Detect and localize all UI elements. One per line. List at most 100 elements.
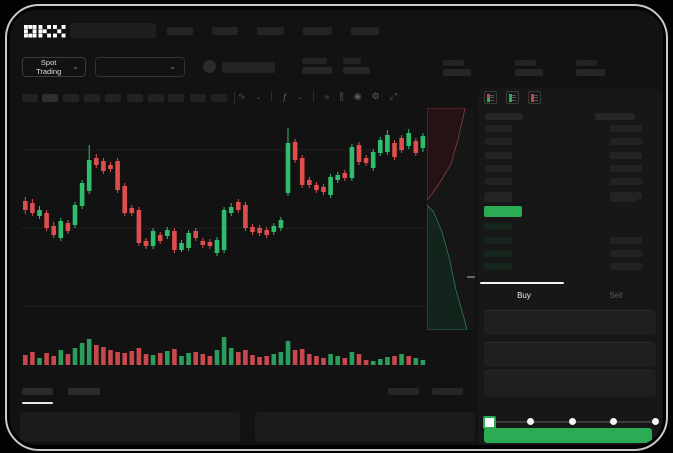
icon-part bbox=[487, 94, 490, 98]
ask-amount-placeholder bbox=[610, 152, 642, 159]
depth-chart-panel bbox=[427, 108, 475, 330]
chevron-down-icon: ⌄ bbox=[72, 62, 79, 71]
timeframe-button[interactable] bbox=[127, 94, 143, 102]
timeframe-button[interactable] bbox=[63, 94, 79, 102]
toolbar-divider bbox=[234, 92, 235, 104]
nav-item-placeholder[interactable] bbox=[351, 27, 379, 35]
tab-buy-label: Buy bbox=[517, 290, 531, 300]
timeframe-button[interactable] bbox=[22, 94, 38, 102]
camera-icon[interactable]: ◉ bbox=[353, 91, 362, 101]
timeframe-button[interactable] bbox=[42, 94, 58, 102]
nav-item-placeholder[interactable] bbox=[303, 27, 332, 35]
order-input-placeholder[interactable] bbox=[484, 342, 656, 367]
ticker-stat-value-placeholder bbox=[515, 69, 543, 76]
bid-amount-placeholder bbox=[610, 237, 642, 244]
tab-sell[interactable]: Sell bbox=[570, 282, 662, 308]
slider-stop[interactable] bbox=[568, 418, 576, 425]
ask-amount-placeholder bbox=[610, 178, 642, 185]
bid-amount-placeholder bbox=[610, 250, 642, 257]
volume-bars bbox=[23, 337, 426, 365]
icon-part bbox=[531, 98, 534, 102]
chevron-down-icon[interactable]: ⌄ bbox=[297, 93, 304, 101]
bottom-panel-block[interactable] bbox=[255, 412, 475, 442]
slider-stop[interactable] bbox=[610, 418, 617, 425]
okx-logo bbox=[24, 25, 66, 38]
icon-part bbox=[509, 94, 512, 98]
timeframe-button[interactable] bbox=[105, 94, 121, 102]
timeframe-button[interactable] bbox=[211, 94, 227, 102]
depth-chart bbox=[427, 108, 475, 330]
icon-part bbox=[512, 94, 516, 103]
ticker-stat-value-placeholder bbox=[576, 69, 605, 76]
settings-icon[interactable]: ⚙ bbox=[371, 91, 380, 101]
search-bar[interactable] bbox=[70, 23, 156, 38]
tab-sell-label: Sell bbox=[609, 290, 623, 300]
ask-amount-placeholder bbox=[610, 138, 642, 145]
compare-icon[interactable]: ≈ bbox=[324, 91, 330, 102]
candlestick-chart[interactable] bbox=[20, 108, 427, 332]
orderbook-col-header-amount bbox=[595, 113, 635, 120]
ask-price-placeholder[interactable] bbox=[485, 138, 512, 145]
buy-submit-button[interactable] bbox=[484, 428, 652, 443]
bottom-right-placeholder[interactable] bbox=[388, 388, 419, 395]
divider bbox=[313, 91, 315, 102]
ask-price-placeholder[interactable] bbox=[485, 125, 512, 132]
icon-part bbox=[531, 94, 534, 98]
ticker-stat-label-placeholder bbox=[515, 60, 536, 66]
ticker-stat-label-placeholder bbox=[576, 60, 597, 66]
nav-item-placeholder[interactable] bbox=[212, 27, 238, 35]
ask-price-placeholder[interactable] bbox=[485, 178, 512, 185]
icon-part bbox=[490, 94, 494, 103]
nav-item-placeholder[interactable] bbox=[167, 27, 193, 35]
slider-stop[interactable] bbox=[651, 418, 659, 425]
bottom-tab-placeholder[interactable] bbox=[68, 388, 100, 395]
order-input-placeholder[interactable] bbox=[484, 310, 656, 335]
app-window: Spot Trading ⌄ ⌄ ∿ ⌄ ƒ ⌄ ≈ ∥ ◉ ⚙ ⤢ bbox=[10, 10, 663, 445]
bid-price-placeholder[interactable] bbox=[484, 223, 512, 230]
chevron-down-icon[interactable]: ⌄ bbox=[255, 93, 262, 101]
chevron-down-icon: ⌄ bbox=[169, 62, 176, 71]
ticker-stat-label-placeholder bbox=[343, 58, 361, 64]
bottom-right-placeholder[interactable] bbox=[432, 388, 463, 395]
timeframe-button[interactable] bbox=[190, 94, 206, 102]
order-panel: Buy Sell bbox=[478, 88, 662, 445]
timeframe-button[interactable] bbox=[168, 94, 184, 102]
chart-type-icon[interactable]: ∿ bbox=[238, 91, 246, 101]
pair-selector-dropdown[interactable]: ⌄ bbox=[95, 57, 185, 77]
bid-price-placeholder[interactable] bbox=[484, 263, 512, 270]
orderbook-col-header-price bbox=[485, 113, 523, 120]
ticker-stat-label-placeholder bbox=[443, 60, 464, 66]
bid-price-placeholder[interactable] bbox=[484, 250, 512, 257]
divider bbox=[271, 91, 273, 102]
order-input-placeholder[interactable] bbox=[484, 370, 656, 397]
slider-stop[interactable] bbox=[527, 418, 534, 425]
fullscreen-icon[interactable]: ⤢ bbox=[389, 91, 397, 101]
ask-amount-placeholder bbox=[610, 165, 642, 172]
spot-trading-label: Spot Trading bbox=[36, 58, 62, 76]
bottom-panel-block[interactable] bbox=[20, 412, 240, 442]
ask-price-placeholder[interactable] bbox=[485, 152, 512, 159]
book-bids-icon[interactable] bbox=[506, 91, 519, 104]
bid-price-placeholder[interactable] bbox=[484, 237, 512, 244]
drawing-tools-icon[interactable]: ∥ bbox=[339, 91, 344, 101]
pair-name-placeholder bbox=[222, 62, 275, 73]
spot-trading-dropdown[interactable]: Spot Trading ⌄ bbox=[22, 57, 86, 77]
ask-price-placeholder[interactable] bbox=[485, 165, 512, 172]
ask-price-placeholder[interactable] bbox=[484, 195, 512, 202]
chart-tool-icons: ∿ ⌄ ƒ ⌄ ≈ ∥ ◉ ⚙ ⤢ bbox=[238, 89, 397, 104]
ask-amount-placeholder bbox=[610, 125, 642, 132]
tab-buy[interactable]: Buy bbox=[478, 282, 570, 308]
ask-amount-placeholder bbox=[610, 195, 637, 202]
book-both-icon[interactable] bbox=[484, 91, 497, 104]
timeframe-button[interactable] bbox=[84, 94, 100, 102]
book-asks-icon[interactable] bbox=[528, 91, 541, 104]
bid-amount-placeholder bbox=[610, 263, 642, 270]
trade-tabbar: Buy Sell bbox=[478, 282, 662, 308]
timeframe-button[interactable] bbox=[148, 94, 164, 102]
bottom-tab-placeholder[interactable] bbox=[22, 388, 53, 395]
ticker-stat-value-placeholder bbox=[443, 69, 471, 76]
nav-item-placeholder[interactable] bbox=[257, 27, 284, 35]
last-price-indicator[interactable] bbox=[484, 206, 522, 217]
top-nav-items bbox=[167, 27, 379, 35]
indicators-icon[interactable]: ƒ bbox=[282, 91, 288, 102]
